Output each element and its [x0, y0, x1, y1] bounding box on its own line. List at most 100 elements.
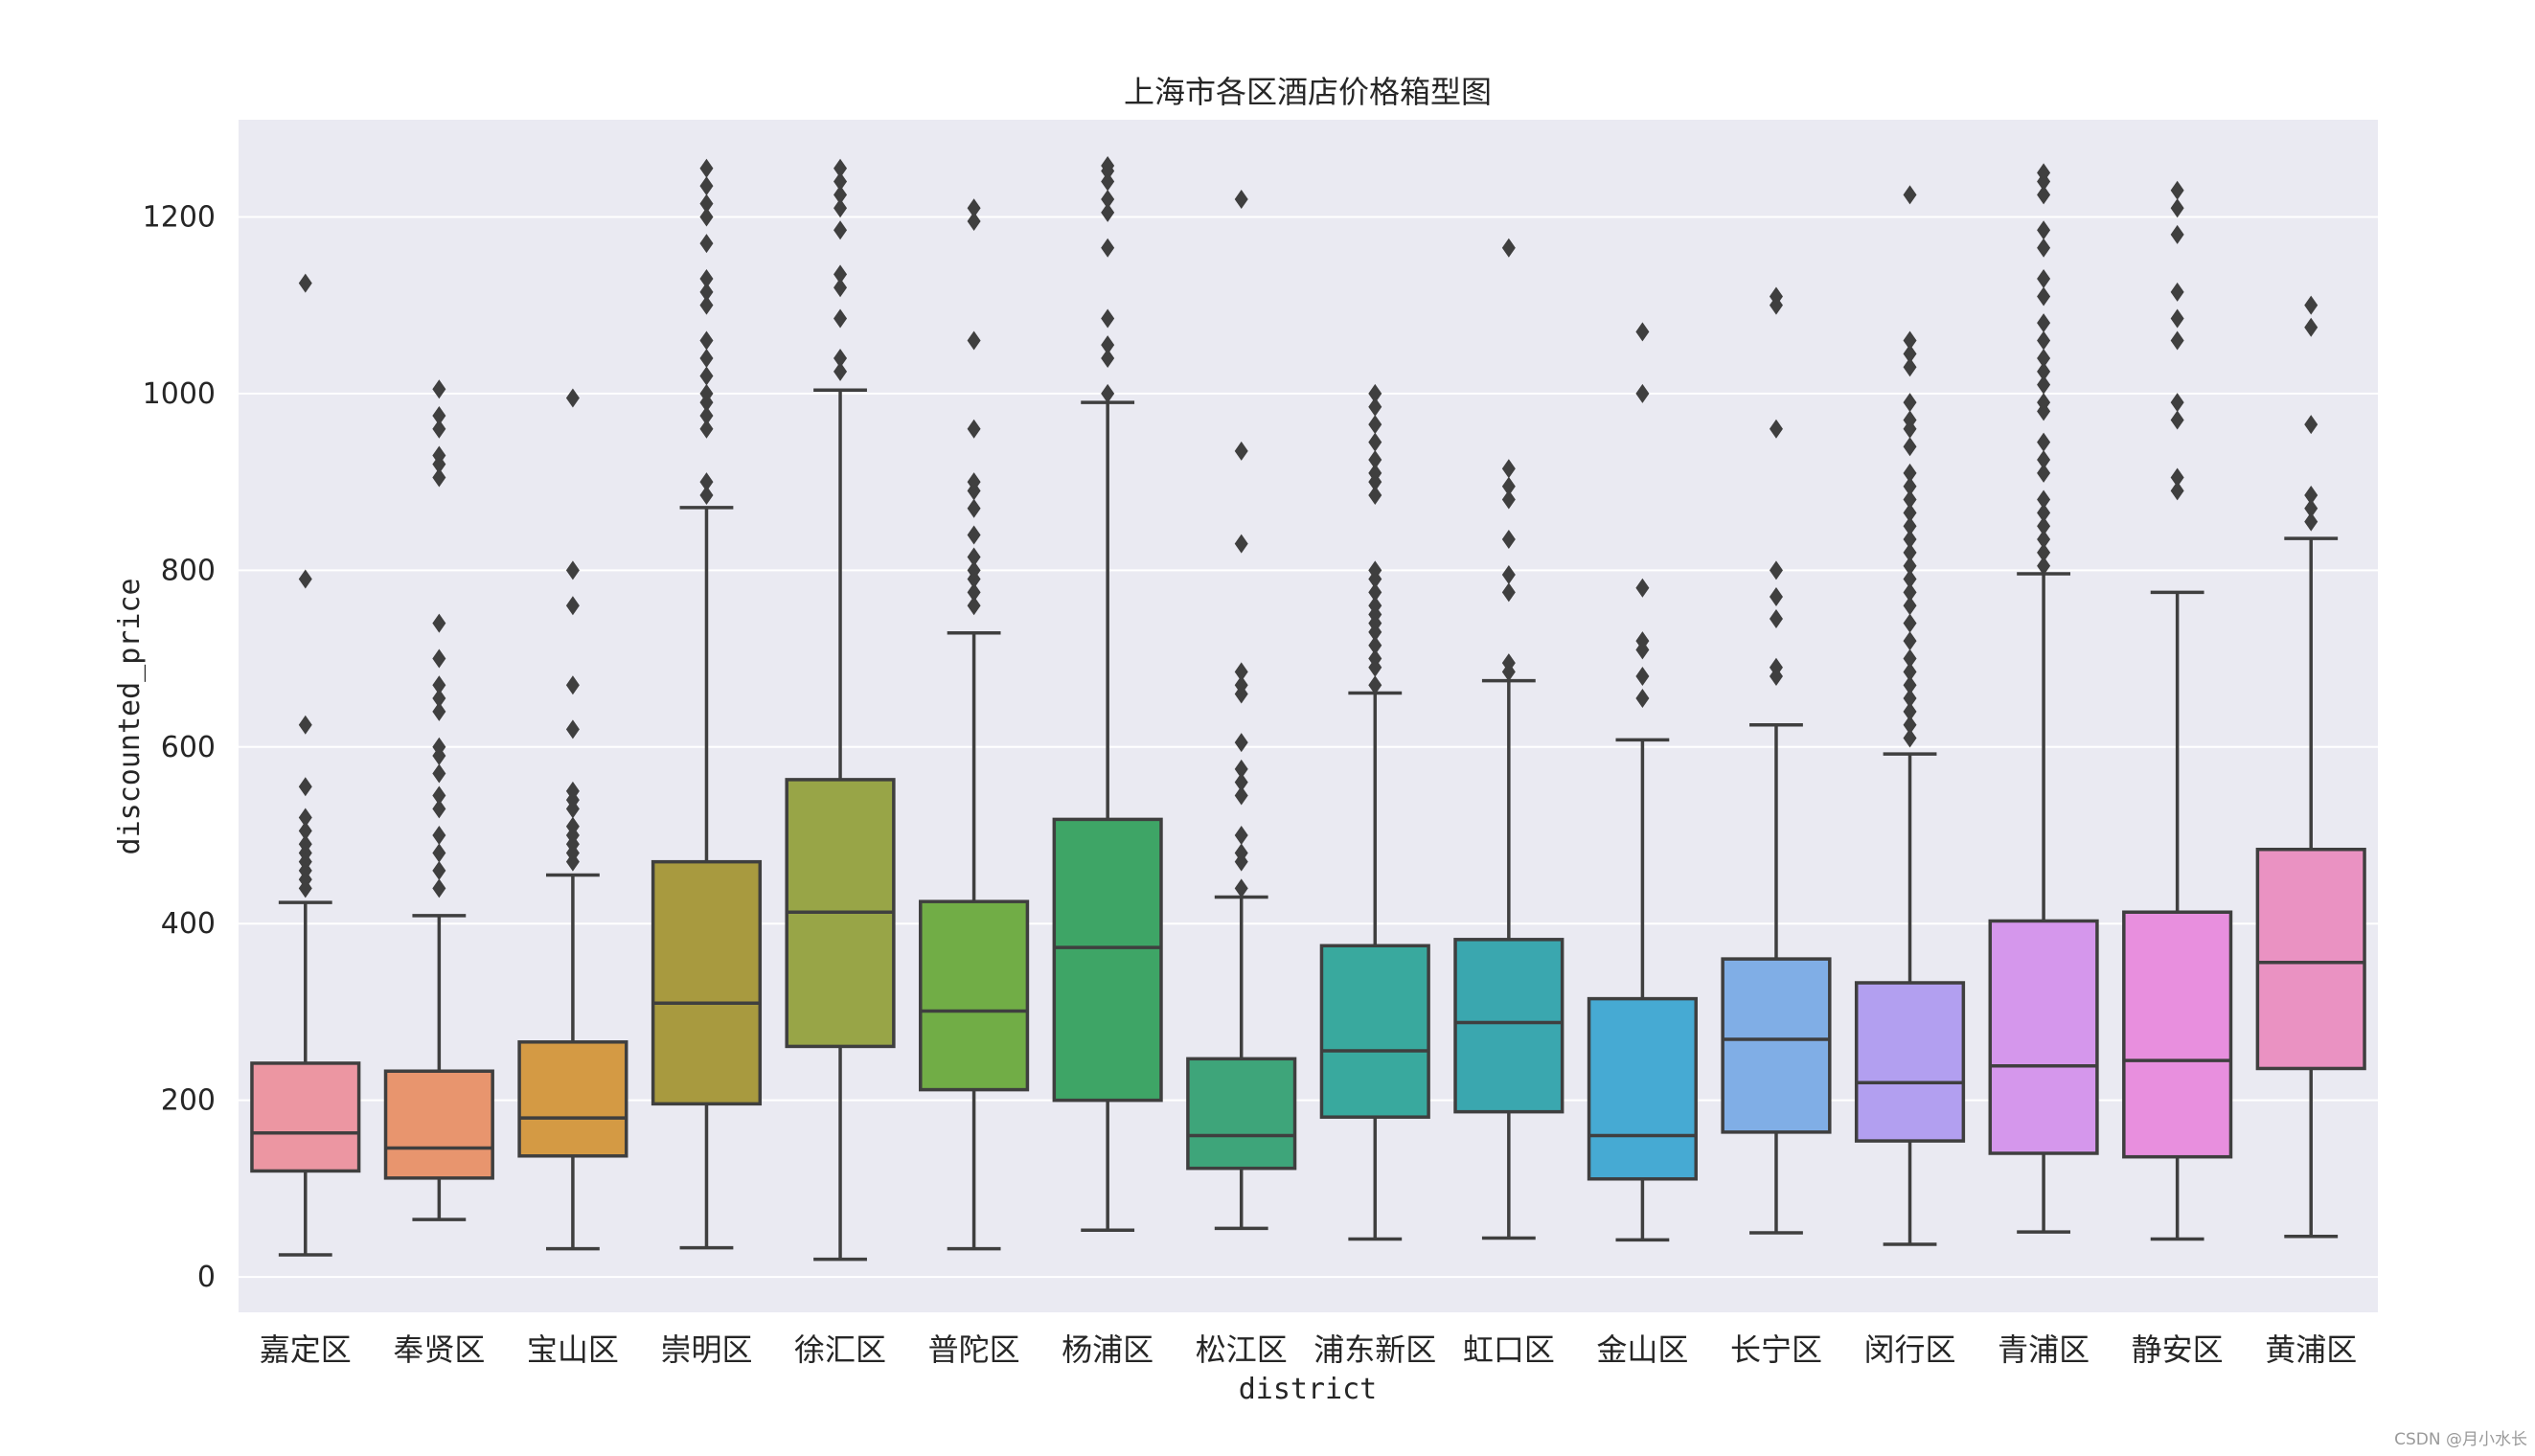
outlier-point [1368, 560, 1382, 580]
x-tick-label: 奉贤区 [393, 1331, 485, 1368]
outlier-point [699, 282, 714, 302]
box-group-12 [1854, 185, 1966, 1246]
outlier-point [1368, 383, 1382, 403]
outlier-point [1368, 485, 1382, 505]
outlier-point [2170, 481, 2184, 501]
outlier-point [1501, 489, 1516, 510]
box-iqr [1587, 996, 1698, 1181]
x-axis-label: district [1239, 1373, 1378, 1406]
box-iqr [2255, 848, 2366, 1071]
outlier-point [432, 763, 446, 784]
outlier-point [834, 198, 848, 218]
outlier-point [298, 808, 312, 828]
outlier-point [967, 198, 981, 218]
outlier-point [1101, 190, 1115, 209]
outlier-point [1903, 476, 1917, 496]
y-tick-label-1200: 1200 [143, 200, 216, 234]
chart-title: 上海市各区酒店价格箱型图 [1124, 74, 1492, 110]
outlier-point [1903, 516, 1917, 536]
outlier-point [2037, 432, 2051, 452]
box-iqr [1052, 817, 1163, 1103]
outlier-point [2037, 313, 2051, 333]
outlier-point [2170, 308, 2184, 329]
outlier-point [967, 212, 981, 232]
outlier-point [2170, 393, 2184, 413]
box-group-0 [250, 273, 361, 1257]
outlier-point [1903, 410, 1917, 430]
outlier-point [432, 689, 446, 709]
box-iqr [383, 1069, 494, 1180]
y-tick-label-1000: 1000 [143, 377, 216, 411]
outlier-point [1234, 190, 1248, 209]
outlier-point [1903, 463, 1917, 483]
x-tick-labels: 嘉定区 奉贤区 宝山区 崇明区 徐汇区 普陀区 杨浦区 松江区 浦东新区 虹口区 金山区 长宁区 闵行区… [260, 1331, 2357, 1368]
outlier-point [2304, 498, 2318, 518]
outlier-point [1101, 308, 1115, 329]
outlier-point [565, 816, 580, 836]
boxes [250, 155, 2366, 1262]
outlier-point [2170, 180, 2184, 200]
outlier-point [1101, 155, 1115, 175]
outlier-point [967, 419, 981, 439]
outlier-point [1368, 450, 1382, 470]
outlier-point [1903, 185, 1917, 205]
y-axis-label: discounted_price [113, 579, 147, 855]
outlier-point [699, 472, 714, 492]
x-tick-label: 嘉定区 [260, 1331, 352, 1368]
outlier-point [1903, 489, 1917, 510]
box-group-8 [1319, 383, 1430, 1241]
outlier-point [1101, 383, 1115, 403]
y-tick-label-800: 800 [161, 554, 216, 587]
outlier-point [834, 349, 848, 368]
outlier-point [834, 264, 848, 284]
box-iqr [651, 859, 763, 1106]
outlier-point [432, 648, 446, 669]
outlier-point [1635, 667, 1650, 686]
outlier-point [432, 860, 446, 880]
outlier-point [967, 596, 981, 616]
outlier-point [699, 383, 714, 403]
outlier-point [1368, 582, 1382, 603]
outlier-point [2037, 463, 2051, 483]
outlier-point [699, 269, 714, 288]
outlier-point [1903, 530, 1917, 550]
outlier-point [1101, 349, 1115, 368]
outlier-point [834, 185, 848, 205]
outlier-point [2170, 224, 2184, 244]
outlier-point [699, 207, 714, 227]
outlier-point [1903, 701, 1917, 721]
outlier-point [2037, 542, 2051, 562]
box-iqr [1988, 919, 2099, 1155]
x-tick-label: 崇明区 [660, 1331, 752, 1368]
x-tick-label: 黄浦区 [2265, 1331, 2357, 1368]
outlier-point [1368, 432, 1382, 452]
outlier-point [298, 273, 312, 293]
outlier-point [2037, 393, 2051, 413]
outlier-point [1903, 357, 1917, 377]
outlier-point [2037, 349, 2051, 368]
outlier-point [565, 596, 580, 616]
outlier-point [432, 799, 446, 819]
outlier-point [298, 834, 312, 854]
outlier-point [432, 613, 446, 633]
outlier-point [1903, 503, 1917, 523]
outlier-point [2170, 330, 2184, 351]
outlier-point [1368, 397, 1382, 417]
box-iqr [1854, 981, 1966, 1143]
box-group-10 [1587, 322, 1698, 1242]
x-tick-label: 普陀区 [928, 1331, 1020, 1368]
outlier-point [1501, 476, 1516, 496]
outlier-point [699, 193, 714, 214]
outlier-point [2037, 361, 2051, 381]
outlier-point [699, 295, 714, 315]
outlier-point [699, 485, 714, 505]
outlier-point [1234, 675, 1248, 695]
outlier-point [1368, 463, 1382, 483]
outlier-point [1635, 631, 1650, 651]
outlier-point [967, 582, 981, 603]
outlier-point [565, 781, 580, 801]
outlier-point [565, 675, 580, 695]
outlier-point [2037, 238, 2051, 258]
outlier-point [432, 467, 446, 488]
